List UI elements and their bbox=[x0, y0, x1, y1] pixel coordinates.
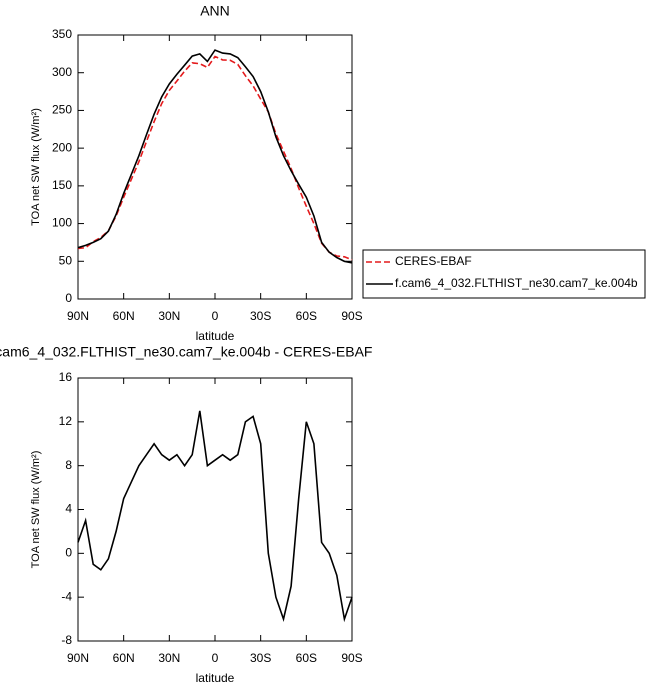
y-tick-label: 100 bbox=[52, 216, 72, 230]
y-tick-label: 150 bbox=[52, 178, 72, 192]
legend-label: CERES-EBAF bbox=[395, 254, 472, 268]
y-tick-label: 250 bbox=[52, 103, 72, 117]
y-axis-label: TOA net SW flux (W/m²) bbox=[30, 108, 42, 226]
chart-title: f.cam6_4_032.FLTHIST_ne30.cam7_ke.004b -… bbox=[0, 344, 372, 360]
x-axis-label: latitude bbox=[196, 671, 235, 685]
y-tick-label: 4 bbox=[65, 502, 72, 516]
x-tick-label: 0 bbox=[212, 309, 219, 323]
y-tick-label: -8 bbox=[61, 633, 72, 647]
x-tick-label: 60N bbox=[113, 309, 135, 323]
x-tick-label: 60S bbox=[296, 309, 317, 323]
plot-frame bbox=[77, 34, 353, 300]
data-line bbox=[77, 49, 353, 264]
plot-frame bbox=[77, 377, 353, 642]
y-tick-label: 300 bbox=[52, 65, 72, 79]
x-axis-label: latitude bbox=[196, 329, 235, 343]
y-tick-label: 16 bbox=[59, 370, 73, 384]
y-tick-label: 0 bbox=[65, 291, 72, 305]
y-tick-label: 200 bbox=[52, 140, 72, 154]
x-tick-label: 30S bbox=[250, 651, 271, 665]
x-tick-label: 30N bbox=[158, 651, 180, 665]
x-tick-label: 30N bbox=[158, 309, 180, 323]
y-tick-label: 350 bbox=[52, 27, 72, 41]
y-tick-label: 12 bbox=[59, 414, 73, 428]
x-tick-label: 60S bbox=[296, 651, 317, 665]
x-tick-label: 60N bbox=[113, 651, 135, 665]
x-tick-label: 90N bbox=[67, 651, 89, 665]
y-tick-label: -4 bbox=[61, 589, 72, 603]
x-tick-label: 90S bbox=[341, 651, 362, 665]
chart-title: ANN bbox=[200, 3, 230, 19]
y-tick-label: 50 bbox=[59, 253, 73, 267]
y-axis-label: TOA net SW flux (W/m²) bbox=[30, 451, 42, 569]
data-line bbox=[77, 55, 353, 261]
x-tick-label: 90N bbox=[67, 309, 89, 323]
legend-box bbox=[362, 249, 646, 299]
data-line bbox=[77, 410, 353, 623]
y-tick-label: 8 bbox=[65, 458, 72, 472]
y-tick-label: 0 bbox=[65, 546, 72, 560]
x-tick-label: 30S bbox=[250, 309, 271, 323]
x-tick-label: 90S bbox=[341, 309, 362, 323]
x-tick-label: 0 bbox=[212, 651, 219, 665]
legend-label: f.cam6_4_032.FLTHIST_ne30.cam7_ke.004b bbox=[395, 276, 638, 290]
